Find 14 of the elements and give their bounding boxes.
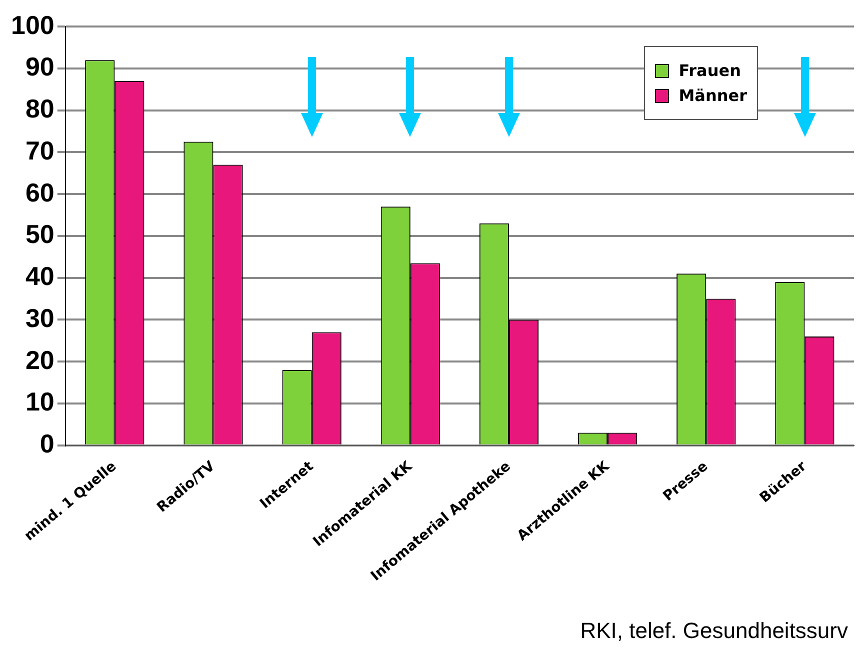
- y-tick-label: 10: [25, 386, 54, 417]
- text: RKI, telef. Gesundheitssurv: [580, 618, 848, 644]
- y-tick-label: 0: [40, 428, 54, 459]
- y-tick-label: 30: [25, 302, 54, 333]
- y-tick-label: 90: [25, 52, 54, 82]
- y-tick-label: 40: [25, 261, 54, 292]
- y-tick-label: 20: [25, 344, 54, 375]
- legend-label: Frauen: [678, 61, 741, 80]
- y-tick-label: 60: [25, 177, 54, 208]
- y-tick-label: 100: [10, 10, 54, 40]
- y-tick-label: 50: [25, 219, 54, 250]
- y-tick-label: 80: [25, 94, 54, 124]
- y-tick-label: 70: [25, 135, 54, 166]
- legend-label: Männer: [678, 86, 747, 105]
